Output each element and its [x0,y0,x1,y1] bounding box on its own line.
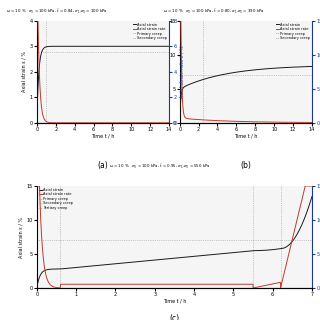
Text: (c): (c) [169,314,180,320]
Text: (b): (b) [240,161,251,170]
Legend: Axial strain, Axial strain rate, Primary creep, Secondary creep: Axial strain, Axial strain rate, Primary… [133,22,167,40]
Text: $\omega$ = 10 %,  $\sigma_3$ = 100 kPa, $\bar{t}$ = 0.95, $\sigma_1$-$\sigma_3$ : $\omega$ = 10 %, $\sigma_3$ = 100 kPa, $… [109,162,211,171]
Y-axis label: Axial strain ε / %: Axial strain ε / % [22,51,27,92]
Legend: Axial strain, Axial strain rate, Primary creep, Secondary creep: Axial strain, Axial strain rate, Primary… [276,22,310,40]
X-axis label: Time t / h: Time t / h [91,133,115,138]
X-axis label: Time t / h: Time t / h [234,133,258,138]
Text: (a): (a) [98,161,108,170]
Y-axis label: Axial strain ε / %: Axial strain ε / % [19,217,24,258]
Legend: Axial strain, Axial strain rate, Primary creep, Secondary creep, Tertiary creep: Axial strain, Axial strain rate, Primary… [38,188,73,210]
Text: $\omega$ = 10 %,  $\sigma_3$ = 100 kPa, $\bar{t}$ = 0.84, $\sigma_1$-$\sigma_3$ : $\omega$ = 10 %, $\sigma_3$ = 100 kPa, $… [6,8,108,16]
Text: $\omega$ = 10 %,  $\sigma_3$ = 100 kPa, $\bar{t}$ = 0.80, $\sigma_1$-$\sigma_3$ : $\omega$ = 10 %, $\sigma_3$ = 100 kPa, $… [163,8,265,16]
X-axis label: Time t / h: Time t / h [163,299,186,304]
Y-axis label: Axial strain rate ε̇ / %: Axial strain rate ε̇ / % [179,45,184,98]
